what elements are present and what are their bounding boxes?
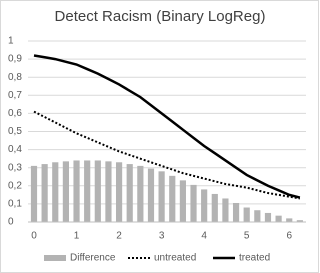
bar [126, 164, 133, 222]
bar [275, 215, 282, 222]
legend-label: Difference [70, 253, 116, 264]
bar [296, 220, 303, 222]
bar [105, 161, 112, 222]
bar [264, 212, 272, 222]
y-tick-label: 0,2 [8, 180, 22, 191]
bar [52, 162, 59, 222]
bar [62, 161, 69, 222]
bar [190, 184, 197, 222]
bar [254, 210, 261, 222]
bar [147, 168, 155, 222]
bar [115, 162, 123, 222]
y-tick-label: 0 [8, 217, 14, 228]
y-tick-label: 0,6 [8, 108, 22, 119]
bar [30, 165, 38, 222]
y-tick-label: 0,8 [8, 72, 22, 83]
line [33, 110, 301, 200]
bar [73, 160, 80, 222]
x-tick-label: 6 [286, 231, 292, 242]
bar [169, 175, 176, 222]
legend-swatch [44, 255, 66, 261]
y-tick-label: 0,3 [8, 162, 22, 173]
x-tick-label: 3 [159, 231, 165, 242]
y-tick-label: 0,5 [8, 126, 22, 137]
y-tick-label: 0,4 [8, 144, 22, 155]
line [33, 54, 301, 199]
chart-title: Detect Racism (Binary LogReg) [55, 8, 266, 25]
bar [222, 198, 229, 222]
x-tick-label: 5 [244, 231, 250, 242]
x-tick-label: 1 [74, 231, 80, 242]
x-tick-label: 4 [201, 231, 207, 242]
bar [211, 193, 218, 222]
bar [94, 160, 101, 222]
y-tick-label: 0,1 [8, 199, 22, 210]
x-tick-label: 2 [116, 231, 122, 242]
y-tick-label: 1 [8, 36, 14, 47]
legend-label: treated [239, 253, 270, 264]
x-tick-label: 0 [31, 231, 37, 242]
legend-label: untreated [154, 253, 196, 264]
bar [179, 180, 186, 222]
bar [84, 160, 91, 222]
bar [158, 171, 165, 222]
y-tick-label: 0,9 [8, 54, 22, 65]
bar [137, 165, 144, 222]
bar [232, 202, 240, 222]
y-tick-label: 0,7 [8, 90, 22, 101]
bar [243, 207, 250, 222]
bar [201, 189, 208, 222]
bar [286, 218, 293, 222]
bar [41, 164, 48, 222]
